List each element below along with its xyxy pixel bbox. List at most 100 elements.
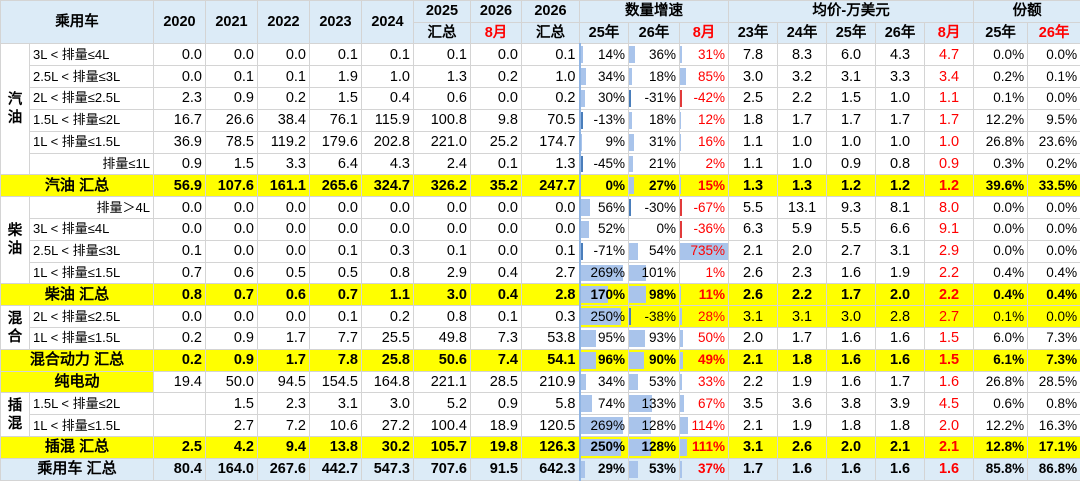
growth-bar <box>581 395 593 413</box>
share-cell: 26.8% <box>973 370 1029 394</box>
volume-cell: 324.7 <box>361 174 414 198</box>
volume-cell: 7.7 <box>309 327 362 350</box>
growth-value: 133% <box>641 395 676 411</box>
growth-cell: -38% <box>628 305 680 329</box>
volume-cell: 442.7 <box>309 457 362 481</box>
growth-bar <box>629 155 633 173</box>
price-cell: 1.3 <box>777 174 828 198</box>
growth-value: 735% <box>690 243 726 259</box>
year-header: 2026 <box>521 0 580 23</box>
price-cell: 1.6 <box>875 327 926 350</box>
price-cell: 2.8 <box>875 305 926 329</box>
share-cell: 0.6% <box>973 392 1029 416</box>
price-cell: 2.1 <box>924 436 975 459</box>
price-col-header: 24年 <box>777 21 828 45</box>
volume-cell: 179.6 <box>309 130 362 154</box>
growth-cell: -71% <box>578 239 629 263</box>
growth-value: 170% <box>590 286 625 302</box>
volume-cell: 78.5 <box>205 130 258 154</box>
row-total-label: 柴油 汇总 <box>0 283 154 307</box>
volume-cell: 1.5 <box>205 392 258 416</box>
group-label: 汽 油 <box>0 43 30 176</box>
growth-value: 53% <box>648 461 676 477</box>
share-cell: 0.2% <box>1027 152 1080 176</box>
growth-value: -38% <box>644 308 676 324</box>
growth-value: 18% <box>648 112 676 128</box>
volume-cell: 0.0 <box>521 217 580 241</box>
volume-cell: 0.0 <box>153 305 206 329</box>
share-cell: 12.2% <box>973 108 1029 132</box>
price-cell: 2.6 <box>777 436 828 459</box>
price-cell: 1.8 <box>728 108 779 132</box>
table-row: 1L < 排量≤1.5L 0.7 0.6 0.5 0.5 0.8 2.9 0.4 2.7 269%… <box>1 261 1080 285</box>
volume-cell: 0.9 <box>470 392 522 416</box>
price-cell: 1.9 <box>777 370 828 394</box>
share-cell: 0.2% <box>973 65 1029 89</box>
price-cell: 1.7 <box>777 108 828 132</box>
volume-cell: 3.3 <box>257 152 310 176</box>
growth-cell: 18% <box>628 65 680 89</box>
growth-value: -45% <box>593 155 625 171</box>
price-cell: 1.0 <box>826 130 877 154</box>
volume-cell: 0.4 <box>470 261 522 285</box>
price-cell: 7.8 <box>728 43 779 67</box>
volume-cell: 120.5 <box>521 414 580 438</box>
share-col-header: 26年 <box>1027 21 1080 45</box>
growth-bar <box>629 264 646 282</box>
price-cell: 2.7 <box>826 239 877 263</box>
growth-cell: 90% <box>628 348 680 372</box>
volume-cell: 36.9 <box>153 130 206 154</box>
volume-cell: 4.3 <box>361 152 414 176</box>
growth-value: 53% <box>648 374 676 390</box>
price-cell: 1.0 <box>924 130 975 154</box>
price-cell: 2.6 <box>728 283 779 307</box>
growth-cell: 15% <box>678 174 730 198</box>
share-cell: 0.4% <box>1027 283 1080 307</box>
price-cell: 1.9 <box>777 414 828 438</box>
growth-col-header: 25年 <box>579 21 629 45</box>
price-cell: 2.2 <box>924 261 975 285</box>
volume-cell: 0.6 <box>257 283 310 307</box>
growth-cell: 29% <box>578 457 629 481</box>
growth-cell: 101% <box>628 261 680 285</box>
growth-value: 111% <box>691 439 726 455</box>
price-cell: 2.0 <box>924 414 975 438</box>
negative-marker <box>581 155 583 173</box>
growth-bar <box>629 133 634 151</box>
growth-value: 74% <box>597 395 625 411</box>
volume-cell: 25.5 <box>361 327 414 350</box>
volume-cell: 247.7 <box>521 174 580 198</box>
row-label: 排量≤1L <box>29 152 154 176</box>
price-col-header: 26年 <box>875 21 926 45</box>
volume-cell: 0.1 <box>361 43 414 67</box>
growth-bar <box>680 68 686 86</box>
growth-value: 14% <box>597 46 625 62</box>
volume-cell: 0.1 <box>309 43 362 67</box>
volume-cell: 80.4 <box>153 457 206 481</box>
row-label: 1L < 排量≤1.5L <box>29 130 154 154</box>
growth-cell: 0% <box>578 174 629 198</box>
volume-cell: 56.9 <box>153 174 206 198</box>
growth-value: 28% <box>698 308 726 324</box>
growth-col-header: 26年 <box>628 21 680 45</box>
growth-cell: 96% <box>578 348 629 372</box>
growth-bar <box>581 90 586 107</box>
growth-cell: 12% <box>678 108 730 132</box>
price-cell: 1.6 <box>826 457 877 481</box>
price-cell: 1.7 <box>924 108 975 132</box>
year-subheader: 汇总 <box>521 21 580 45</box>
row-label: 2.5L < 排量≤3L <box>29 239 154 263</box>
price-cell: 1.7 <box>777 327 828 350</box>
table-row: 混 合 2L < 排量≤2.5L 0.0 0.0 0.0 0.1 0.2 0.8 0.1 0.3 2… <box>0 305 1080 350</box>
growth-bar <box>581 264 624 282</box>
growth-bar <box>581 199 590 216</box>
growth-bar <box>581 439 621 456</box>
volume-cell: 0.8 <box>153 283 206 307</box>
price-col-header: 25年 <box>826 21 877 45</box>
growth-cell: -13% <box>578 108 629 132</box>
growth-cell: 18% <box>628 108 680 132</box>
price-cell: 0.8 <box>875 152 926 176</box>
growth-bar <box>680 242 728 260</box>
growth-value: 250% <box>590 308 625 324</box>
growth-cell: -36% <box>678 217 730 241</box>
